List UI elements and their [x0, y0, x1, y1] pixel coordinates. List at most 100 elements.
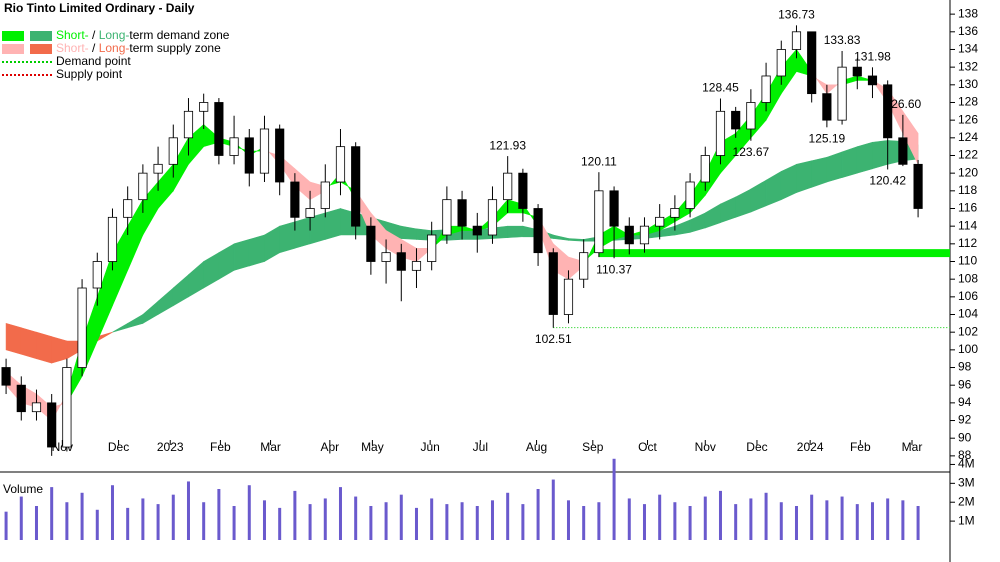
volume-bar — [156, 504, 160, 540]
candle-body — [381, 252, 391, 262]
candle-body — [107, 216, 118, 262]
volume-bar — [95, 509, 99, 540]
candle-body — [563, 278, 574, 315]
candle-body — [305, 208, 315, 218]
candle-body — [746, 102, 756, 130]
y-tick-label: 98 — [958, 360, 972, 374]
candle-body — [442, 199, 452, 236]
volume-bar — [202, 502, 206, 540]
y-tick-label: 116 — [958, 201, 977, 215]
volume-bar — [323, 498, 327, 540]
volume-bar — [141, 498, 145, 540]
volume-bar — [642, 504, 646, 540]
candle-body — [351, 146, 361, 227]
y-tick-label: 130 — [958, 77, 978, 91]
candle-body — [153, 163, 163, 174]
volume-bar — [627, 498, 631, 540]
candle-body — [852, 66, 862, 77]
volume-bar — [65, 502, 69, 540]
legend-swatch — [30, 44, 52, 54]
volume-bar — [582, 506, 586, 540]
long-zone-segment — [248, 234, 265, 267]
legend-short: Short- — [56, 28, 89, 42]
volume-bar — [460, 502, 464, 540]
volume-bar — [886, 498, 890, 540]
volume-bar — [384, 502, 388, 540]
volume-bar — [916, 506, 920, 540]
candle-body — [487, 199, 498, 236]
volume-bar — [779, 502, 783, 540]
volume-bar — [749, 498, 753, 540]
volume-bar — [551, 479, 555, 540]
x-tick-label: Feb — [850, 440, 871, 454]
price-annotation: 136.73 — [778, 8, 815, 22]
long-zone-segment — [811, 156, 828, 188]
candle-body — [867, 75, 878, 86]
legend-label: Demand point — [56, 54, 131, 68]
volume-bar — [810, 494, 814, 540]
candle-body — [335, 146, 346, 183]
candle-body — [579, 252, 589, 280]
price-annotation: 110.37 — [596, 262, 632, 276]
candle-body — [685, 181, 695, 209]
y-tick-label: 112 — [958, 236, 977, 250]
legend-label: Short- / Long-term demand zone — [56, 28, 230, 42]
y-tick-label: 110 — [958, 254, 977, 268]
y-tick-label: 118 — [958, 183, 977, 197]
candle-body — [16, 384, 26, 413]
volume-bar — [399, 494, 403, 540]
y-tick-label: 136 — [958, 24, 978, 38]
volume-bar — [566, 500, 570, 540]
x-tick-label: Jul — [473, 440, 488, 454]
x-tick-label: Sep — [582, 440, 604, 454]
candle-body — [715, 110, 726, 156]
legend-short: Short- — [56, 41, 89, 55]
price-annotation: 128.45 — [702, 81, 739, 95]
candle-body — [731, 110, 741, 130]
candle-body — [123, 199, 133, 218]
volume-bar — [430, 498, 434, 540]
candle-body — [776, 49, 786, 77]
volume-bar — [338, 487, 342, 540]
legend-swatch — [2, 31, 24, 41]
volume-bar — [475, 506, 479, 540]
candle-body — [1, 367, 11, 386]
volume-bar — [232, 506, 236, 540]
y-tick-label: 134 — [958, 42, 978, 56]
volume-bar — [293, 490, 297, 540]
candle-body — [533, 208, 543, 254]
price-annotation: 123.67 — [733, 145, 770, 159]
volume-bar — [840, 496, 844, 540]
chart-title: Rio Tinto Limited Ordinary - Daily — [4, 1, 195, 15]
volume-bar — [506, 492, 510, 540]
candle-body — [138, 172, 148, 201]
candle-body — [275, 128, 285, 183]
candle-body — [168, 137, 178, 165]
long-zone-segment — [36, 331, 52, 364]
legend-long: Long- — [99, 41, 130, 55]
y-tick-label: 122 — [958, 148, 978, 162]
x-tick-label: Dec — [746, 440, 767, 454]
candle-body — [503, 172, 513, 201]
volume-bar — [171, 494, 175, 540]
long-zone-segment — [400, 225, 417, 240]
x-tick-label: Mar — [902, 440, 923, 454]
volume-bar — [597, 502, 601, 540]
y-tick-label: 88 — [958, 448, 972, 462]
x-tick-label: 2024 — [797, 440, 824, 454]
long-zone-segment — [507, 225, 524, 238]
y-tick-label: 96 — [958, 377, 972, 391]
y-tick-label: 104 — [958, 307, 978, 321]
legend-swatch — [30, 31, 52, 41]
volume-bar — [901, 500, 905, 540]
y-tick-label: 90 — [958, 430, 972, 444]
price-annotation: 121.93 — [489, 138, 526, 152]
legend-separator: / — [89, 28, 99, 42]
price-annotation: 102.51 — [535, 332, 572, 346]
price-annotation: 126.60 — [885, 97, 922, 111]
candle-body — [411, 261, 422, 271]
volume-bar — [19, 496, 23, 540]
legend-long: Long- — [99, 28, 130, 42]
volume-bar — [186, 481, 190, 540]
candle-body — [883, 84, 893, 139]
